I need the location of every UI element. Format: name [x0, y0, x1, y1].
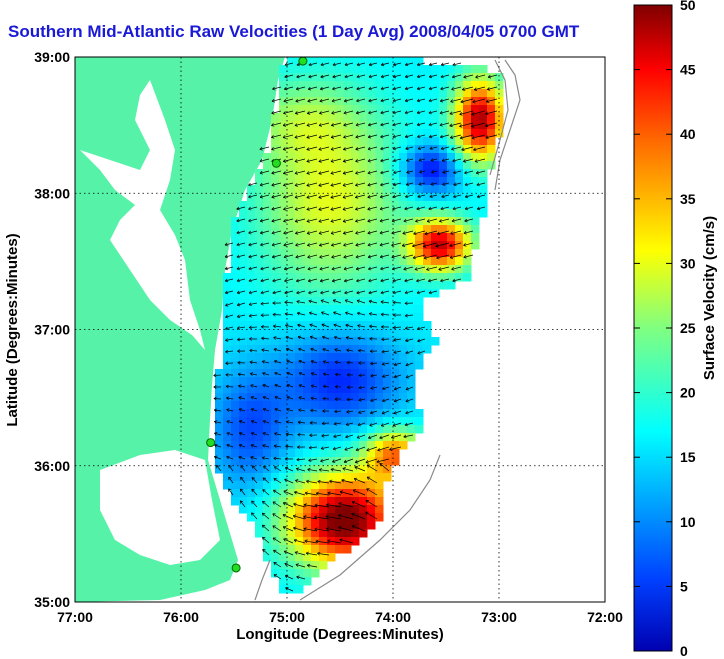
colorbar-tick-label: 5	[680, 578, 688, 594]
plot-frame	[74, 56, 606, 603]
y-tick-labels: 39:00 38:00 37:00 36:00 35:00	[34, 49, 70, 610]
map-title: Southern Mid-Atlantic Raw Velocities (1 …	[8, 22, 580, 41]
station-marker	[298, 56, 308, 66]
x-tick-labels: 77:00 76:00 75:00 74:00 73:00 72:00	[57, 609, 623, 625]
colorbar	[633, 4, 673, 652]
x-tick-label: 74:00	[375, 609, 411, 625]
radar-stations	[206, 56, 308, 573]
x-axis-label: Longitude (Degrees:Minutes)	[236, 626, 444, 643]
x-tick-label: 72:00	[587, 609, 623, 625]
colorbar-tick-label: 15	[680, 449, 696, 465]
y-tick-label: 35:00	[34, 594, 70, 610]
grid-lines	[75, 57, 605, 602]
colorbar-tick-label: 0	[680, 643, 688, 659]
x-tick-label: 75:00	[269, 609, 305, 625]
x-tick-label: 77:00	[57, 609, 93, 625]
velocity-arrows	[213, 62, 498, 592]
y-tick-label: 39:00	[34, 49, 70, 65]
station-marker	[206, 438, 216, 448]
x-tick-label: 73:00	[481, 609, 517, 625]
colorbar-tick-label: 40	[680, 126, 696, 142]
y-axis-label: Latitude (Degrees:Minutes)	[4, 233, 21, 426]
pamlico-sound	[100, 450, 220, 565]
y-tick-label: 36:00	[34, 458, 70, 474]
y-tick-label: 37:00	[34, 322, 70, 338]
colorbar-tick-label: 45	[680, 62, 696, 78]
station-marker	[231, 563, 241, 573]
colorbar-tick-label: 35	[680, 191, 696, 207]
colorbar-label: Surface Velocity (cm/s)	[701, 216, 718, 380]
colorbar-tick-label: 25	[680, 320, 696, 336]
y-tick-label: 38:00	[34, 185, 70, 201]
colorbar-tick-label: 20	[680, 385, 696, 401]
x-tick-label: 76:00	[163, 609, 199, 625]
chesapeake-bay	[80, 80, 205, 350]
colorbar-tick-label: 30	[680, 255, 696, 271]
colorbar-tick-label: 10	[680, 514, 696, 530]
colorbar-tick-label: 50	[680, 0, 696, 13]
station-marker	[271, 158, 281, 168]
